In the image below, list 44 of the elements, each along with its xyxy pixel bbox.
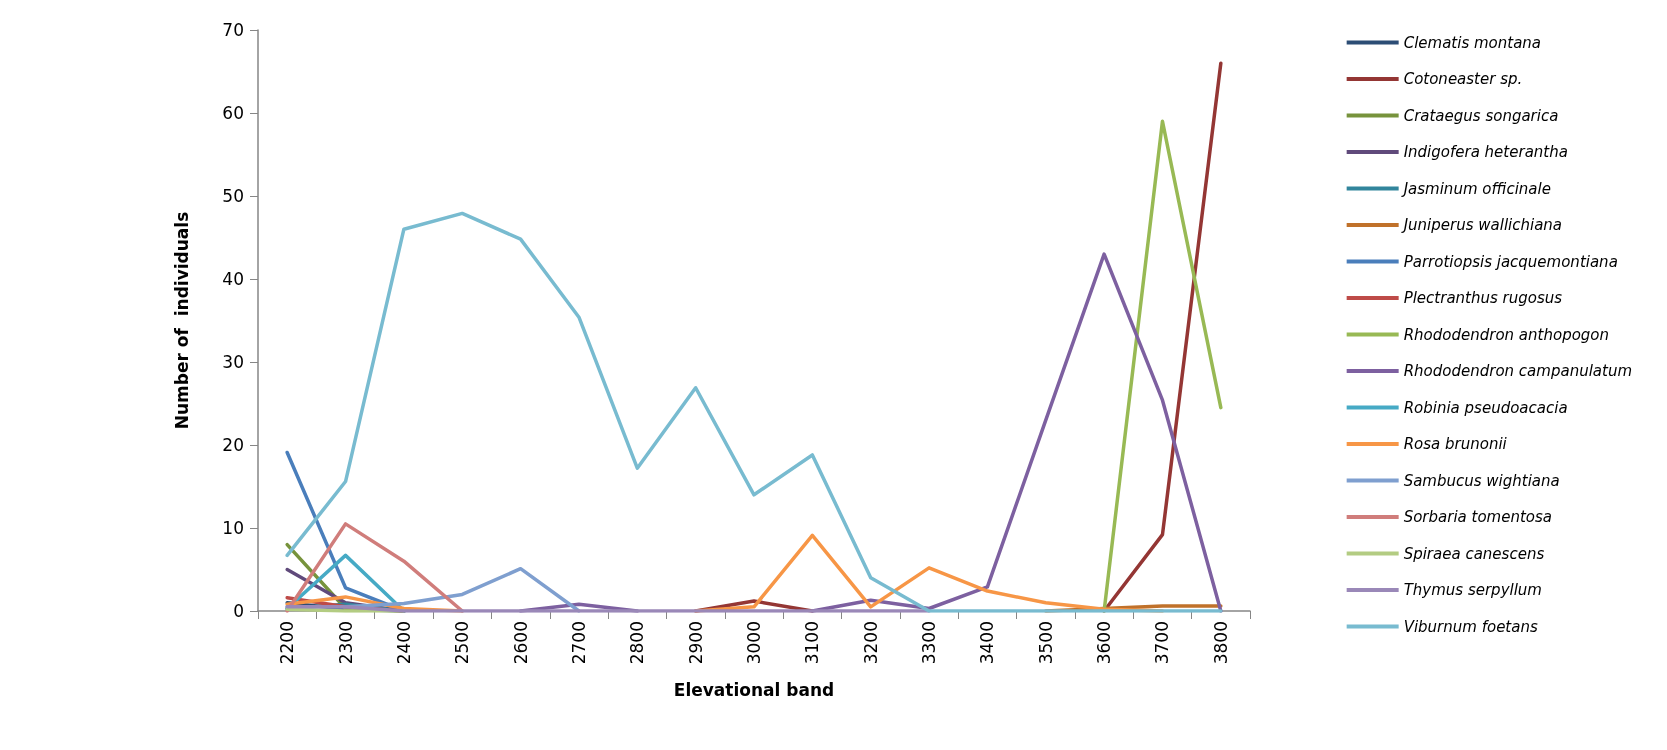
y-tick-label: 0	[233, 601, 244, 621]
legend-label: Crataegus songarica	[1403, 106, 1559, 125]
x-tick-label: 2700	[568, 621, 589, 665]
x-tick-label: 2400	[393, 621, 414, 665]
legend-label: Viburnum foetans	[1403, 617, 1538, 636]
x-tick-label: 2500	[452, 621, 473, 665]
y-tick-label: 30	[222, 352, 244, 372]
y-axis-title: Number of individuals	[171, 211, 192, 430]
legend-label: Juniperus wallichiana	[1400, 216, 1563, 234]
y-tick-label: 60	[222, 103, 244, 123]
x-tick-label: 3700	[1152, 621, 1173, 665]
x-tick-label: 2600	[510, 621, 531, 665]
legend-label: Jasminum officinale	[1400, 179, 1551, 198]
legend-label: Rhododendron campanulatum	[1403, 362, 1632, 380]
x-axis-title: Elevational band	[673, 679, 835, 700]
y-tick-label: 50	[222, 186, 244, 206]
x-tick-label: 3600	[1094, 621, 1115, 665]
x-tick-label: 2800	[627, 621, 648, 665]
x-tick-label: 3100	[802, 621, 823, 665]
x-tick-label: 3300	[919, 621, 940, 665]
legend-label: Sambucus wightiana	[1403, 471, 1560, 490]
legend-label: Thymus serpyllum	[1403, 581, 1542, 599]
y-tick-label: 10	[222, 518, 244, 538]
legend-label: Plectranthus rugosus	[1403, 289, 1563, 307]
x-tick-label: 3200	[860, 621, 881, 665]
legend-label: Parrotiopsis jacquemontiana	[1403, 252, 1618, 271]
x-tick-label: 3000	[744, 621, 764, 665]
legend-label: Sorbaria tomentosa	[1403, 508, 1553, 526]
legend-label: Robinia pseudoacacia	[1403, 398, 1568, 417]
legend-label: Clematis montana	[1403, 33, 1542, 52]
x-tick-label: 3500	[1035, 621, 1056, 665]
x-tick-label: 2900	[685, 621, 706, 665]
y-tick-label: 20	[222, 435, 244, 455]
legend-label: Rhododendron anthopogon	[1403, 325, 1610, 344]
x-tick-label: 2200	[277, 621, 298, 665]
y-tick-label: 70	[222, 20, 244, 40]
x-tick-label: 2300	[335, 621, 356, 665]
x-tick-label: 3800	[1210, 621, 1231, 665]
legend-label: Spiraea canescens	[1403, 544, 1545, 563]
x-tick-label: 3400	[977, 621, 998, 665]
legend-label: Indigofera heterantha	[1403, 143, 1568, 161]
y-tick-label: 40	[222, 269, 244, 289]
legend-label: Rosa brunonii	[1403, 435, 1508, 453]
legend-label: Cotoneaster sp.	[1403, 70, 1523, 88]
